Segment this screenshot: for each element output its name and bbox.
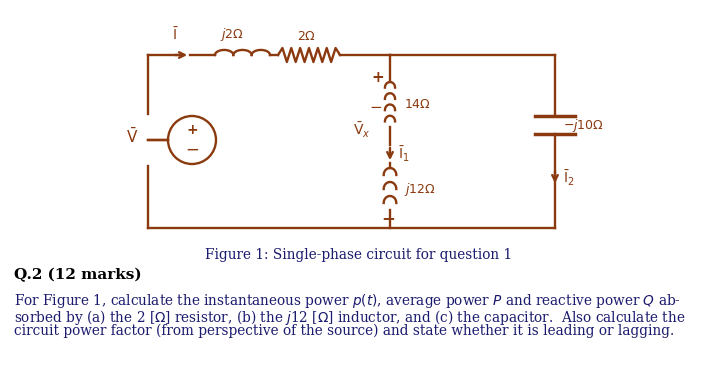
Text: circuit power factor (from perspective of the source) and state whether it is le: circuit power factor (from perspective o… bbox=[14, 324, 674, 338]
Text: Figure 1: Single-phase circuit for question 1: Figure 1: Single-phase circuit for quest… bbox=[205, 248, 513, 262]
Text: +: + bbox=[372, 69, 384, 85]
Text: $j2\Omega$: $j2\Omega$ bbox=[220, 26, 244, 43]
Text: +: + bbox=[186, 123, 198, 137]
Text: $2\Omega$: $2\Omega$ bbox=[297, 30, 317, 43]
Text: For Figure 1, calculate the instantaneous power $p(t)$, average power $P$ and re: For Figure 1, calculate the instantaneou… bbox=[14, 292, 681, 310]
Text: $\bar{\mathrm{V}}$: $\bar{\mathrm{V}}$ bbox=[126, 126, 138, 145]
Text: $\bar{\mathrm{I}}_1$: $\bar{\mathrm{I}}_1$ bbox=[398, 144, 409, 164]
Text: −: − bbox=[381, 209, 395, 227]
Text: $\bar{\mathrm{I}}_2$: $\bar{\mathrm{I}}_2$ bbox=[563, 168, 574, 188]
Text: sorbed by (a) the 2 [$\Omega$] resistor, (b) the $j$12 [$\Omega$] inductor, and : sorbed by (a) the 2 [$\Omega$] resistor,… bbox=[14, 308, 686, 327]
Text: $\bar{\mathrm{V}}_x$: $\bar{\mathrm{V}}_x$ bbox=[353, 120, 370, 140]
Text: $-j10\Omega$: $-j10\Omega$ bbox=[563, 116, 604, 134]
Text: $14\Omega$: $14\Omega$ bbox=[404, 98, 431, 111]
Text: −: − bbox=[370, 100, 383, 116]
Text: $j12\Omega$: $j12\Omega$ bbox=[404, 181, 436, 197]
Text: Q.2 (12 marks): Q.2 (12 marks) bbox=[14, 268, 141, 282]
Text: $\bar{\mathrm{I}}$: $\bar{\mathrm{I}}$ bbox=[172, 26, 180, 43]
Text: −: − bbox=[185, 141, 199, 159]
